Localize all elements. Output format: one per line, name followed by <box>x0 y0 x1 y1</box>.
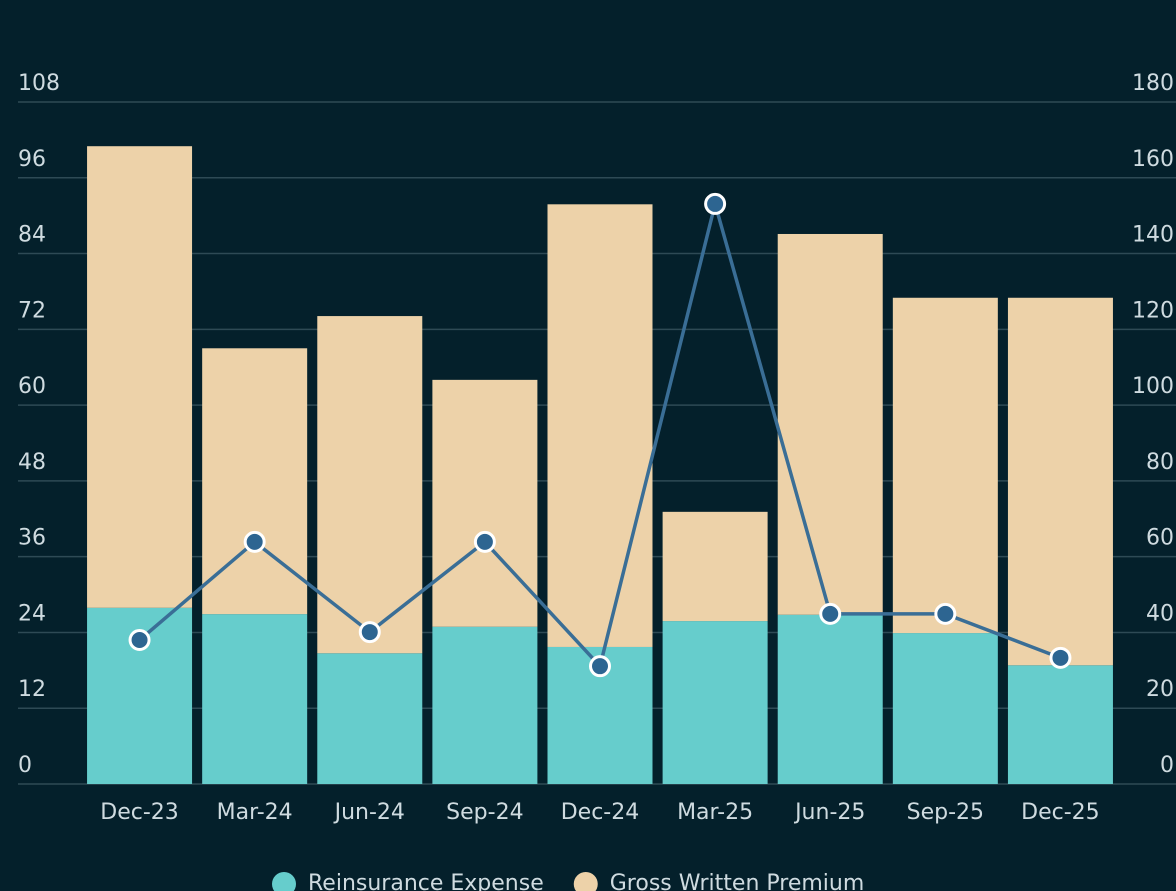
y-tick-label: 24 <box>18 601 46 626</box>
y2-tick-label: 140 <box>1132 223 1174 248</box>
bar <box>1007 665 1113 784</box>
x-tick-label: Mar-25 <box>677 800 753 825</box>
y2-tick-label: 20 <box>1146 677 1174 702</box>
bar <box>777 614 883 784</box>
y2-tick-label: 40 <box>1146 601 1174 626</box>
y-tick-label: 0 <box>18 753 32 778</box>
bar <box>892 633 998 784</box>
y2-tick-label: 180 <box>1132 71 1174 96</box>
bar <box>317 653 423 784</box>
legend-label: Gross Written Premium <box>610 871 865 891</box>
y2-tick-label: 60 <box>1146 526 1174 551</box>
x-tick-label: Dec-23 <box>100 800 179 825</box>
y-tick-label: 96 <box>18 147 46 172</box>
y-tick-label: 108 <box>18 71 60 96</box>
bar <box>317 316 423 654</box>
y-tick-label: 36 <box>18 526 46 551</box>
y-tick-label: 48 <box>18 450 46 475</box>
bar <box>202 614 308 784</box>
y-tick-label: 60 <box>18 374 46 399</box>
bar <box>662 621 768 784</box>
x-tick-label: Sep-24 <box>446 800 523 825</box>
y-tick-label: 84 <box>18 223 46 248</box>
line-marker <box>934 602 957 625</box>
x-tick-label: Jun-24 <box>333 800 405 825</box>
y-tick-label: 72 <box>18 298 46 323</box>
line-marker <box>589 655 611 678</box>
x-tick-label: Dec-25 <box>1021 800 1100 825</box>
bar <box>1007 297 1113 666</box>
line-marker <box>704 192 727 215</box>
legend-label: Reinsurance Expense <box>308 871 544 891</box>
y2-tick-label: 80 <box>1146 450 1174 475</box>
y-tick-label: 12 <box>18 677 46 702</box>
line-marker <box>1049 646 1072 669</box>
line-marker <box>128 629 151 652</box>
bar <box>87 146 193 608</box>
y2-tick-label: 120 <box>1132 298 1174 323</box>
x-tick-label: Jun-25 <box>793 800 865 825</box>
bar <box>892 297 998 634</box>
x-tick-label: Mar-24 <box>217 800 293 825</box>
y2-tick-label: 0 <box>1160 753 1174 778</box>
x-tick-label: Dec-24 <box>561 800 640 825</box>
legend-swatch <box>573 872 598 891</box>
legend-swatch <box>272 872 296 891</box>
line-marker <box>473 530 496 553</box>
y2-tick-label: 100 <box>1132 374 1174 399</box>
bar <box>432 626 538 784</box>
line-marker <box>819 602 842 625</box>
bar <box>662 511 768 622</box>
y2-tick-label: 160 <box>1132 147 1174 172</box>
line-marker <box>243 530 266 553</box>
bar <box>432 379 538 627</box>
line-marker <box>358 621 381 644</box>
bar <box>547 204 653 647</box>
x-tick-label: Sep-25 <box>907 800 984 825</box>
bar <box>777 233 883 615</box>
